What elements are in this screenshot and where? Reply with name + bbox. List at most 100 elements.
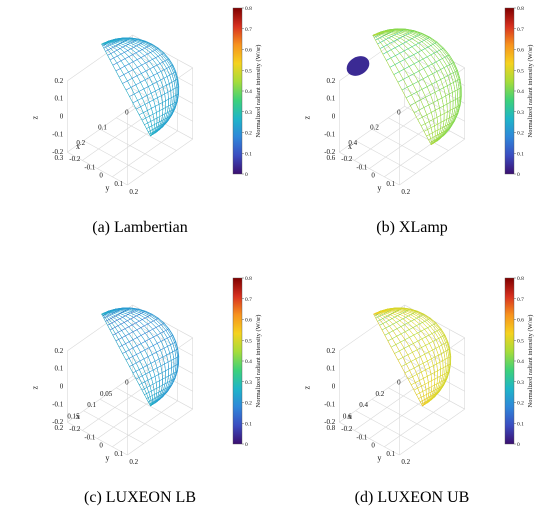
- colorbar-tick-label: 0.6: [517, 48, 524, 54]
- y-tick-label: 0.2: [129, 188, 138, 196]
- surface-longitude-line: [101, 39, 172, 137]
- surface-longitude-line: [372, 30, 454, 145]
- z-tick-label: 0.2: [327, 347, 336, 355]
- colorbar-tick-label: 0.8: [517, 276, 524, 282]
- x-tick-label: 0: [125, 378, 129, 386]
- panel-caption: (b) XLamp: [376, 219, 448, 236]
- surface-longitude-line: [373, 313, 427, 407]
- gridline: [355, 140, 416, 174]
- axis-box-edge: [399, 138, 465, 186]
- colorbar-tick-label: 0.8: [245, 276, 252, 282]
- z-tick-label: -0.1: [52, 400, 64, 408]
- y-tick-label: -0.1: [84, 163, 96, 171]
- x-axis-label: x: [76, 412, 80, 421]
- colorbar-tick-label: 0.5: [517, 338, 524, 344]
- surface-longitude-line: [101, 43, 152, 137]
- x-tick-label: 0: [397, 378, 401, 386]
- surface-longitude-line: [372, 32, 448, 145]
- y-tick-label: 0.1: [114, 450, 123, 458]
- x-tick-label: 0.3: [55, 154, 64, 162]
- surface-longitude-line: [373, 309, 444, 407]
- colorbar: [232, 7, 243, 175]
- surface-dark-region: [346, 56, 370, 76]
- surface-longitude-line: [372, 29, 460, 145]
- y-axis-label: y: [105, 454, 109, 463]
- surface-longitude-line: [372, 34, 436, 145]
- chart-panel: -0.2-0.100.10.200.050.10.150.2 -0.2-0.100…: [30, 276, 262, 506]
- colorbar-tick-label: 0.3: [245, 110, 252, 116]
- z-tick-label: 0.1: [327, 365, 336, 373]
- surface-longitude-line: [373, 311, 436, 407]
- surface-longitude-line: [373, 310, 441, 407]
- surface-longitude-line: [101, 308, 175, 407]
- surface-latitude-line: [122, 328, 170, 354]
- surface-longitude-line: [101, 307, 179, 407]
- z-tick-label: -0.1: [324, 400, 336, 408]
- x-tick-label: 0.2: [376, 390, 385, 398]
- y-tick-label: 0.1: [386, 450, 395, 458]
- gridline: [112, 130, 178, 178]
- surface-longitude-line: [373, 313, 424, 407]
- x-tick-label: 0.6: [343, 413, 352, 421]
- colorbar-tick-label: 0.2: [245, 131, 252, 137]
- colorbar-tick-label: 0.6: [245, 318, 252, 324]
- x-tick-label: 0.2: [76, 139, 85, 147]
- colorbar-label: Normalized radiant intensity (W/sr): [255, 315, 262, 408]
- surface-longitude-line: [373, 309, 446, 407]
- z-tick-label: -0.2: [52, 148, 64, 156]
- surface-longitude-line: [372, 34, 434, 145]
- surface-longitude-line: [101, 37, 179, 137]
- y-tick-label: 0: [371, 442, 375, 450]
- z-tick-label: 0.1: [55, 365, 64, 373]
- surface-longitude-line: [101, 42, 161, 137]
- y-tick-label: 0.2: [129, 458, 138, 466]
- chart-panel: -0.2-0.100.10.200.20.40.60.8 -0.2-0.100.1…: [302, 276, 534, 506]
- colorbar-label: Normalized radiant intensity (W/sr): [255, 45, 262, 138]
- gridline: [83, 410, 144, 444]
- x-tick-label: 0: [397, 108, 401, 116]
- y-tick-label: -0.1: [356, 433, 368, 441]
- gridline: [132, 52, 193, 86]
- gridline: [355, 410, 416, 444]
- surface-longitude-line: [372, 31, 451, 145]
- surface-longitude-line: [372, 35, 432, 145]
- surface-longitude-line: [101, 40, 166, 137]
- y-tick-label: 0.2: [401, 188, 410, 196]
- y-tick-label: -0.2: [69, 425, 81, 433]
- x-axis-label: x: [348, 412, 352, 421]
- colorbar-tick-label: 0.5: [517, 68, 524, 74]
- panel-caption: (d) LUXEON UB: [355, 489, 470, 506]
- colorbar-tick-label: 0: [245, 442, 248, 448]
- gridline: [404, 322, 465, 356]
- z-tick-label: -0.2: [52, 418, 64, 426]
- y-tick-label: 0: [371, 172, 375, 180]
- gridline: [404, 52, 465, 86]
- y-axis-label: y: [105, 184, 109, 193]
- z-tick-label: 0: [332, 383, 336, 391]
- surface-mesh: [101, 37, 180, 137]
- surface-longitude-line: [101, 309, 172, 407]
- surface-longitude-line: [101, 310, 169, 407]
- surface-longitude-line: [101, 311, 166, 407]
- surface-longitude-line: [101, 41, 164, 137]
- y-tick-label: 0.1: [114, 180, 123, 188]
- surface-longitude-line: [101, 307, 178, 407]
- colorbar-tick-label: 0.1: [245, 421, 252, 427]
- colorbar-tick-label: 0: [517, 172, 520, 178]
- surface-longitude-line: [101, 312, 160, 407]
- gridline: [384, 400, 450, 448]
- surface-longitude-line: [101, 43, 155, 137]
- x-tick-label: 0.1: [87, 401, 96, 409]
- colorbar-tick-label: 0.1: [517, 151, 524, 157]
- surface-longitude-line: [101, 308, 177, 407]
- z-tick-label: 0.2: [55, 347, 64, 355]
- colorbar: [504, 7, 515, 175]
- surface-longitude-line: [101, 44, 151, 136]
- z-tick-label: -0.1: [324, 130, 336, 138]
- colorbar-tick-label: 0.7: [245, 297, 252, 303]
- surface-mesh: [101, 307, 180, 407]
- y-tick-label: -0.1: [84, 433, 96, 441]
- surface-longitude-line: [373, 312, 433, 407]
- z-tick-label: 0.1: [327, 95, 336, 103]
- colorbar-tick-label: 0.3: [517, 110, 524, 116]
